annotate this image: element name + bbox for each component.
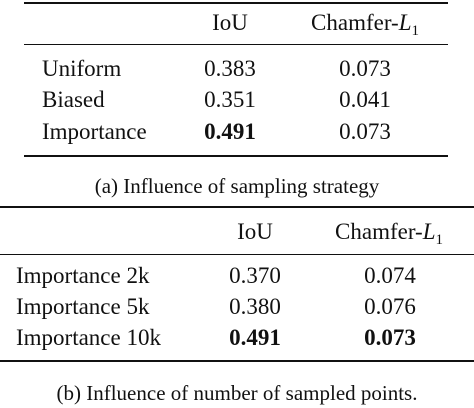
table-b-bottom-rule	[0, 360, 474, 362]
table-a-row-iou: 0.383	[204, 56, 256, 81]
table-b-row-iou: 0.491	[229, 325, 281, 350]
table-b-header-chamfer: Chamfer-L1	[304, 217, 474, 255]
table-b-caption: (b) Influence of number of sampled point…	[56, 381, 418, 405]
table-b-row-chamfer: 0.073	[364, 325, 416, 350]
table-b-top-rule	[0, 206, 474, 208]
table-b-row-chamfer: 0.074	[364, 263, 416, 288]
table-a-caption: (a) Influence of sampling strategy	[94, 174, 380, 198]
table-a-header-iou: IoU	[212, 10, 248, 35]
table-b-header-chamfer-sub: 1	[435, 232, 443, 248]
table-a-top-rule	[24, 2, 448, 4]
table-a-row-chamfer: 0.073	[339, 56, 391, 81]
table-a-row-chamfer: 0.073	[339, 119, 391, 144]
table-b-row-label: Importance 10k	[16, 325, 161, 350]
table-a-row-iou: 0.491	[204, 119, 256, 144]
table-a-bottom-rule	[24, 155, 448, 157]
table-a-header-chamfer: Chamfer-L1	[280, 8, 450, 46]
table-a-row-label: Uniform	[42, 56, 122, 81]
table-b-row-chamfer: 0.076	[364, 294, 416, 319]
table-a-header-chamfer-sub: 1	[411, 23, 419, 39]
table-a-mid-rule	[24, 44, 448, 45]
table-a-row-iou: 0.351	[204, 87, 256, 112]
table-b-header-iou: IoU	[237, 219, 273, 244]
table-b-row-iou: 0.380	[229, 294, 281, 319]
table-b-header-chamfer-var: L	[422, 219, 436, 244]
table-a-row-chamfer: 0.041	[339, 87, 391, 112]
table-b-row-label: Importance 2k	[16, 263, 150, 288]
table-b-header-chamfer-prefix: Chamfer-	[335, 219, 423, 244]
table-a-row-label: Biased	[42, 87, 105, 112]
table-b-row-iou: 0.370	[229, 263, 281, 288]
table-a-header-chamfer-var: L	[398, 10, 412, 35]
table-b-row-label: Importance 5k	[16, 294, 150, 319]
table-b-mid-rule	[0, 254, 474, 255]
table-a-row-label: Importance	[42, 119, 147, 144]
table-a-header-chamfer-prefix: Chamfer-	[311, 10, 399, 35]
